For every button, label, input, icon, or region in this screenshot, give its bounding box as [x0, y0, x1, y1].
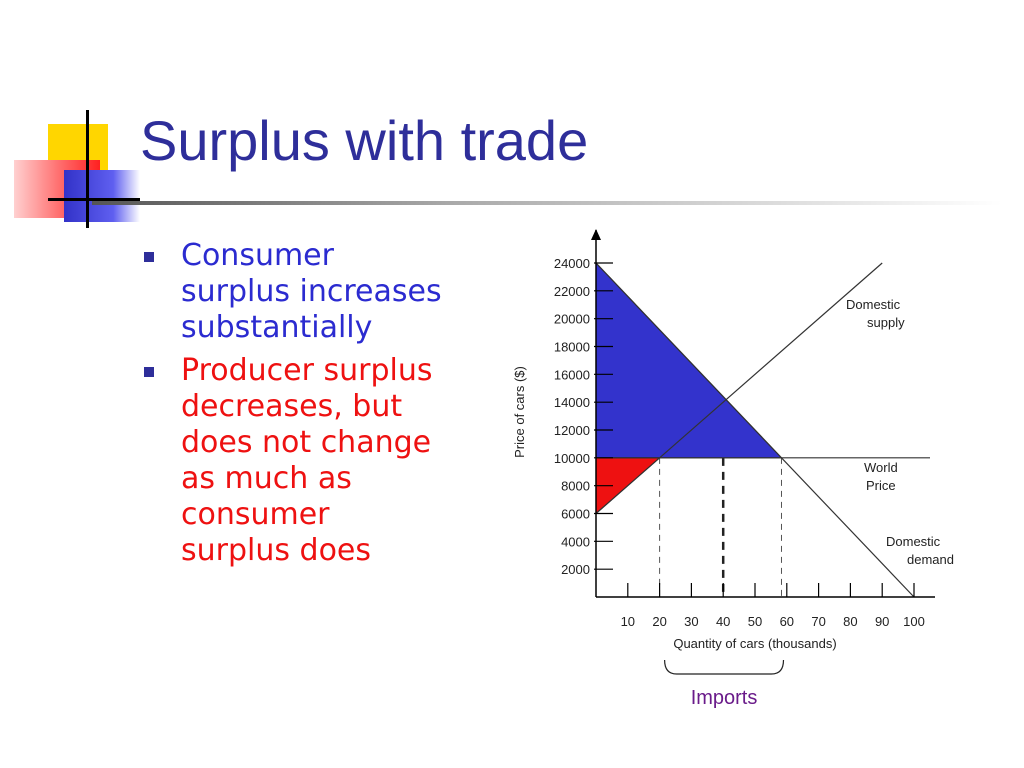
series-line-1 — [595, 262, 915, 598]
x-tick-label: 50 — [748, 614, 762, 629]
bullet-text-line: decreases, but — [181, 389, 403, 424]
x-tick-label: 100 — [903, 614, 925, 629]
bullet-producer-surplus: Producer surplus decreases, but does not… — [140, 353, 500, 569]
bullet-text-line: as much as — [181, 461, 352, 496]
y-tick-label: 2000 — [561, 562, 590, 577]
decor-blue-square — [64, 170, 140, 222]
series-label-2: World — [864, 460, 898, 475]
x-tick-label: 70 — [811, 614, 825, 629]
series-label-0: supply — [867, 315, 905, 330]
series-label-2: Price — [866, 478, 896, 493]
bullet-text-line: consumer — [181, 497, 330, 532]
bullet-text-line: surplus increases — [181, 274, 442, 309]
x-tick-label: 60 — [780, 614, 794, 629]
bullet-text-line: surplus does — [181, 533, 372, 568]
y-tick-label: 20000 — [554, 312, 590, 327]
bullet-marker — [144, 367, 154, 377]
bullet-text-line: substantially — [181, 310, 373, 345]
series-label-0: Domestic — [846, 297, 901, 312]
y-tick-label: 6000 — [561, 507, 590, 522]
x-tick-label: 20 — [652, 614, 666, 629]
bullet-list: Consumer surplus increases substantially… — [140, 238, 500, 576]
imports-label: Imports — [691, 687, 758, 709]
y-axis-arrow — [591, 229, 601, 240]
x-tick-label: 30 — [684, 614, 698, 629]
x-tick-label: 40 — [716, 614, 730, 629]
bullet-text-line: does not change — [181, 425, 432, 460]
bullet-text-line: Consumer — [181, 238, 334, 273]
y-tick-label: 22000 — [554, 284, 590, 299]
slide-title: Surplus with trade — [140, 109, 589, 172]
y-tick-label: 12000 — [554, 423, 590, 438]
series-line-0 — [595, 262, 883, 514]
x-axis-label: Quantity of cars (thousands) — [673, 636, 836, 651]
bullet-text-line: Producer surplus — [181, 353, 433, 388]
x-tick-label: 10 — [621, 614, 635, 629]
y-tick-label: 18000 — [554, 340, 590, 355]
y-tick-label: 10000 — [554, 451, 590, 466]
y-tick-label: 16000 — [554, 367, 590, 382]
y-tick-label: 14000 — [554, 395, 590, 410]
decor-horizontal-line — [48, 198, 140, 201]
decor-vertical-line — [86, 110, 89, 228]
y-tick-label: 24000 — [554, 256, 590, 271]
bullet-consumer-surplus: Consumer surplus increases substantially — [140, 238, 500, 346]
imports-brace — [664, 659, 785, 675]
series-label-1: Domestic — [886, 534, 941, 549]
bullet-marker — [144, 252, 154, 262]
y-tick-label: 4000 — [561, 534, 590, 549]
x-tick-label: 80 — [843, 614, 857, 629]
y-tick-label: 8000 — [561, 479, 590, 494]
y-axis-label: Price of cars ($) — [512, 366, 527, 458]
series-label-1: demand — [907, 552, 954, 567]
title-underline-rule — [92, 201, 1002, 205]
x-tick-label: 90 — [875, 614, 889, 629]
